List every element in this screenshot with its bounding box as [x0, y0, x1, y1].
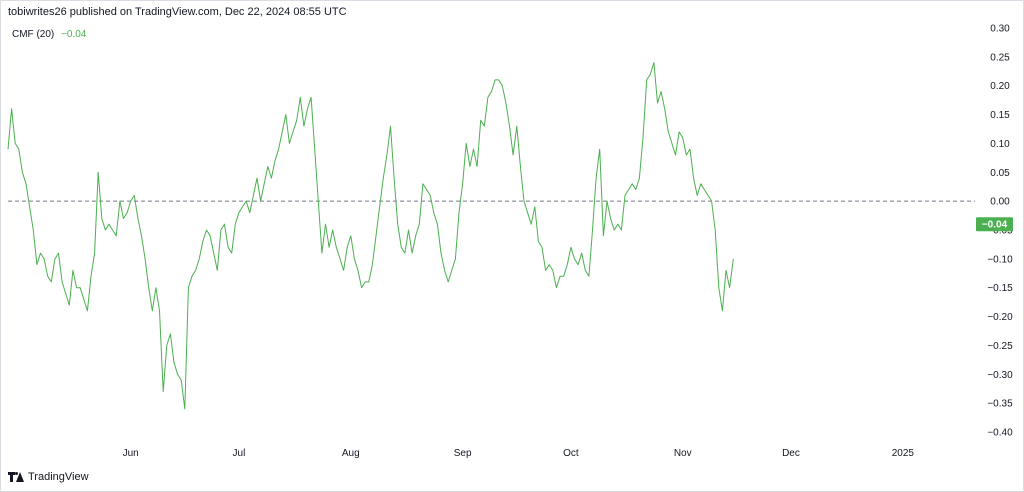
indicator-value: −0.04 [61, 29, 87, 40]
x-tick-label: Sep [454, 448, 472, 459]
y-tick-label: −0.20 [987, 312, 1013, 323]
y-tick-label: −0.40 [987, 428, 1013, 439]
y-tick-label: 0.25 [990, 52, 1010, 63]
x-tick-label: Oct [563, 448, 579, 459]
x-tick-label: Aug [342, 448, 360, 459]
indicator-name: CMF (20) [12, 29, 55, 40]
indicator-legend[interactable]: CMF (20) −0.04 [12, 29, 86, 40]
y-tick-label: 0.30 [990, 24, 1010, 35]
y-tick-label: 0.05 [990, 168, 1010, 179]
brand-name: TradingView [28, 471, 89, 483]
y-tick-label: −0.35 [987, 399, 1013, 410]
y-tick-label: 0.00 [990, 197, 1010, 208]
x-tick-label: Nov [674, 448, 692, 459]
y-tick-label: 0.15 [990, 110, 1010, 121]
y-tick-label: −0.25 [987, 341, 1013, 352]
tradingview-logo-icon [8, 472, 24, 482]
x-tick-label: Jul [233, 448, 246, 459]
publisher-line: tobiwrites26 published on TradingView.co… [8, 6, 347, 18]
y-tick-label: −0.30 [987, 370, 1013, 381]
y-tick-label: −0.10 [987, 254, 1013, 265]
x-axis: Jun Jul Aug Sep Oct Nov Dec 2025 [123, 448, 915, 459]
cmf-series-line [7, 62, 734, 410]
current-value-badge: −0.04 [976, 217, 1013, 232]
y-tick-label: 0.10 [990, 139, 1010, 150]
x-tick-label: Dec [782, 448, 800, 459]
y-tick-label: 0.20 [990, 81, 1010, 92]
publisher-header: tobiwrites26 published on TradingView.co… [8, 6, 347, 18]
x-tick-label: Jun [123, 448, 139, 459]
x-tick-label: 2025 [892, 448, 915, 459]
tradingview-brand[interactable]: TradingView [8, 471, 89, 483]
current-value-badge-label: −0.04 [982, 220, 1008, 231]
y-tick-label: −0.15 [987, 283, 1013, 294]
current-value-badge-bg [976, 217, 1013, 232]
